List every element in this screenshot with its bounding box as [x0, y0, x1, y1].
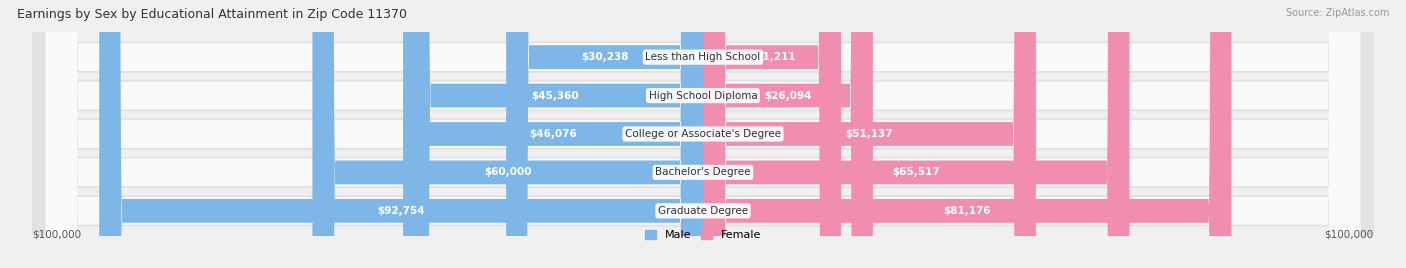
Legend: Male, Female: Male, Female	[645, 230, 761, 240]
Text: $60,000: $60,000	[484, 168, 531, 177]
Text: $46,076: $46,076	[529, 129, 576, 139]
Text: $92,754: $92,754	[377, 206, 425, 216]
FancyBboxPatch shape	[45, 0, 1361, 268]
FancyBboxPatch shape	[45, 0, 1361, 268]
Text: $51,137: $51,137	[845, 129, 893, 139]
Text: Bachelor's Degree: Bachelor's Degree	[655, 168, 751, 177]
Text: Earnings by Sex by Educational Attainment in Zip Code 11370: Earnings by Sex by Educational Attainmen…	[17, 8, 406, 21]
FancyBboxPatch shape	[703, 0, 1036, 268]
Text: Source: ZipAtlas.com: Source: ZipAtlas.com	[1285, 8, 1389, 18]
FancyBboxPatch shape	[404, 0, 703, 268]
FancyBboxPatch shape	[45, 0, 1361, 268]
FancyBboxPatch shape	[100, 0, 703, 268]
Text: $30,238: $30,238	[581, 52, 628, 62]
FancyBboxPatch shape	[506, 0, 703, 268]
FancyBboxPatch shape	[32, 0, 1374, 268]
Text: $45,360: $45,360	[531, 91, 579, 100]
FancyBboxPatch shape	[312, 0, 703, 268]
Text: $100,000: $100,000	[32, 230, 82, 240]
Text: Less than High School: Less than High School	[645, 52, 761, 62]
FancyBboxPatch shape	[703, 0, 1232, 268]
Text: $100,000: $100,000	[1324, 230, 1374, 240]
FancyBboxPatch shape	[32, 0, 1374, 268]
Text: $81,176: $81,176	[943, 206, 991, 216]
Text: $65,517: $65,517	[893, 168, 941, 177]
FancyBboxPatch shape	[32, 0, 1374, 268]
Text: $26,094: $26,094	[765, 91, 811, 100]
FancyBboxPatch shape	[408, 0, 703, 268]
Text: Graduate Degree: Graduate Degree	[658, 206, 748, 216]
Text: College or Associate's Degree: College or Associate's Degree	[626, 129, 780, 139]
FancyBboxPatch shape	[703, 0, 873, 268]
FancyBboxPatch shape	[32, 0, 1374, 268]
FancyBboxPatch shape	[703, 0, 841, 268]
FancyBboxPatch shape	[45, 0, 1361, 268]
FancyBboxPatch shape	[703, 0, 1129, 268]
FancyBboxPatch shape	[45, 0, 1361, 268]
FancyBboxPatch shape	[32, 0, 1374, 268]
Text: $21,211: $21,211	[748, 52, 796, 62]
Text: High School Diploma: High School Diploma	[648, 91, 758, 100]
